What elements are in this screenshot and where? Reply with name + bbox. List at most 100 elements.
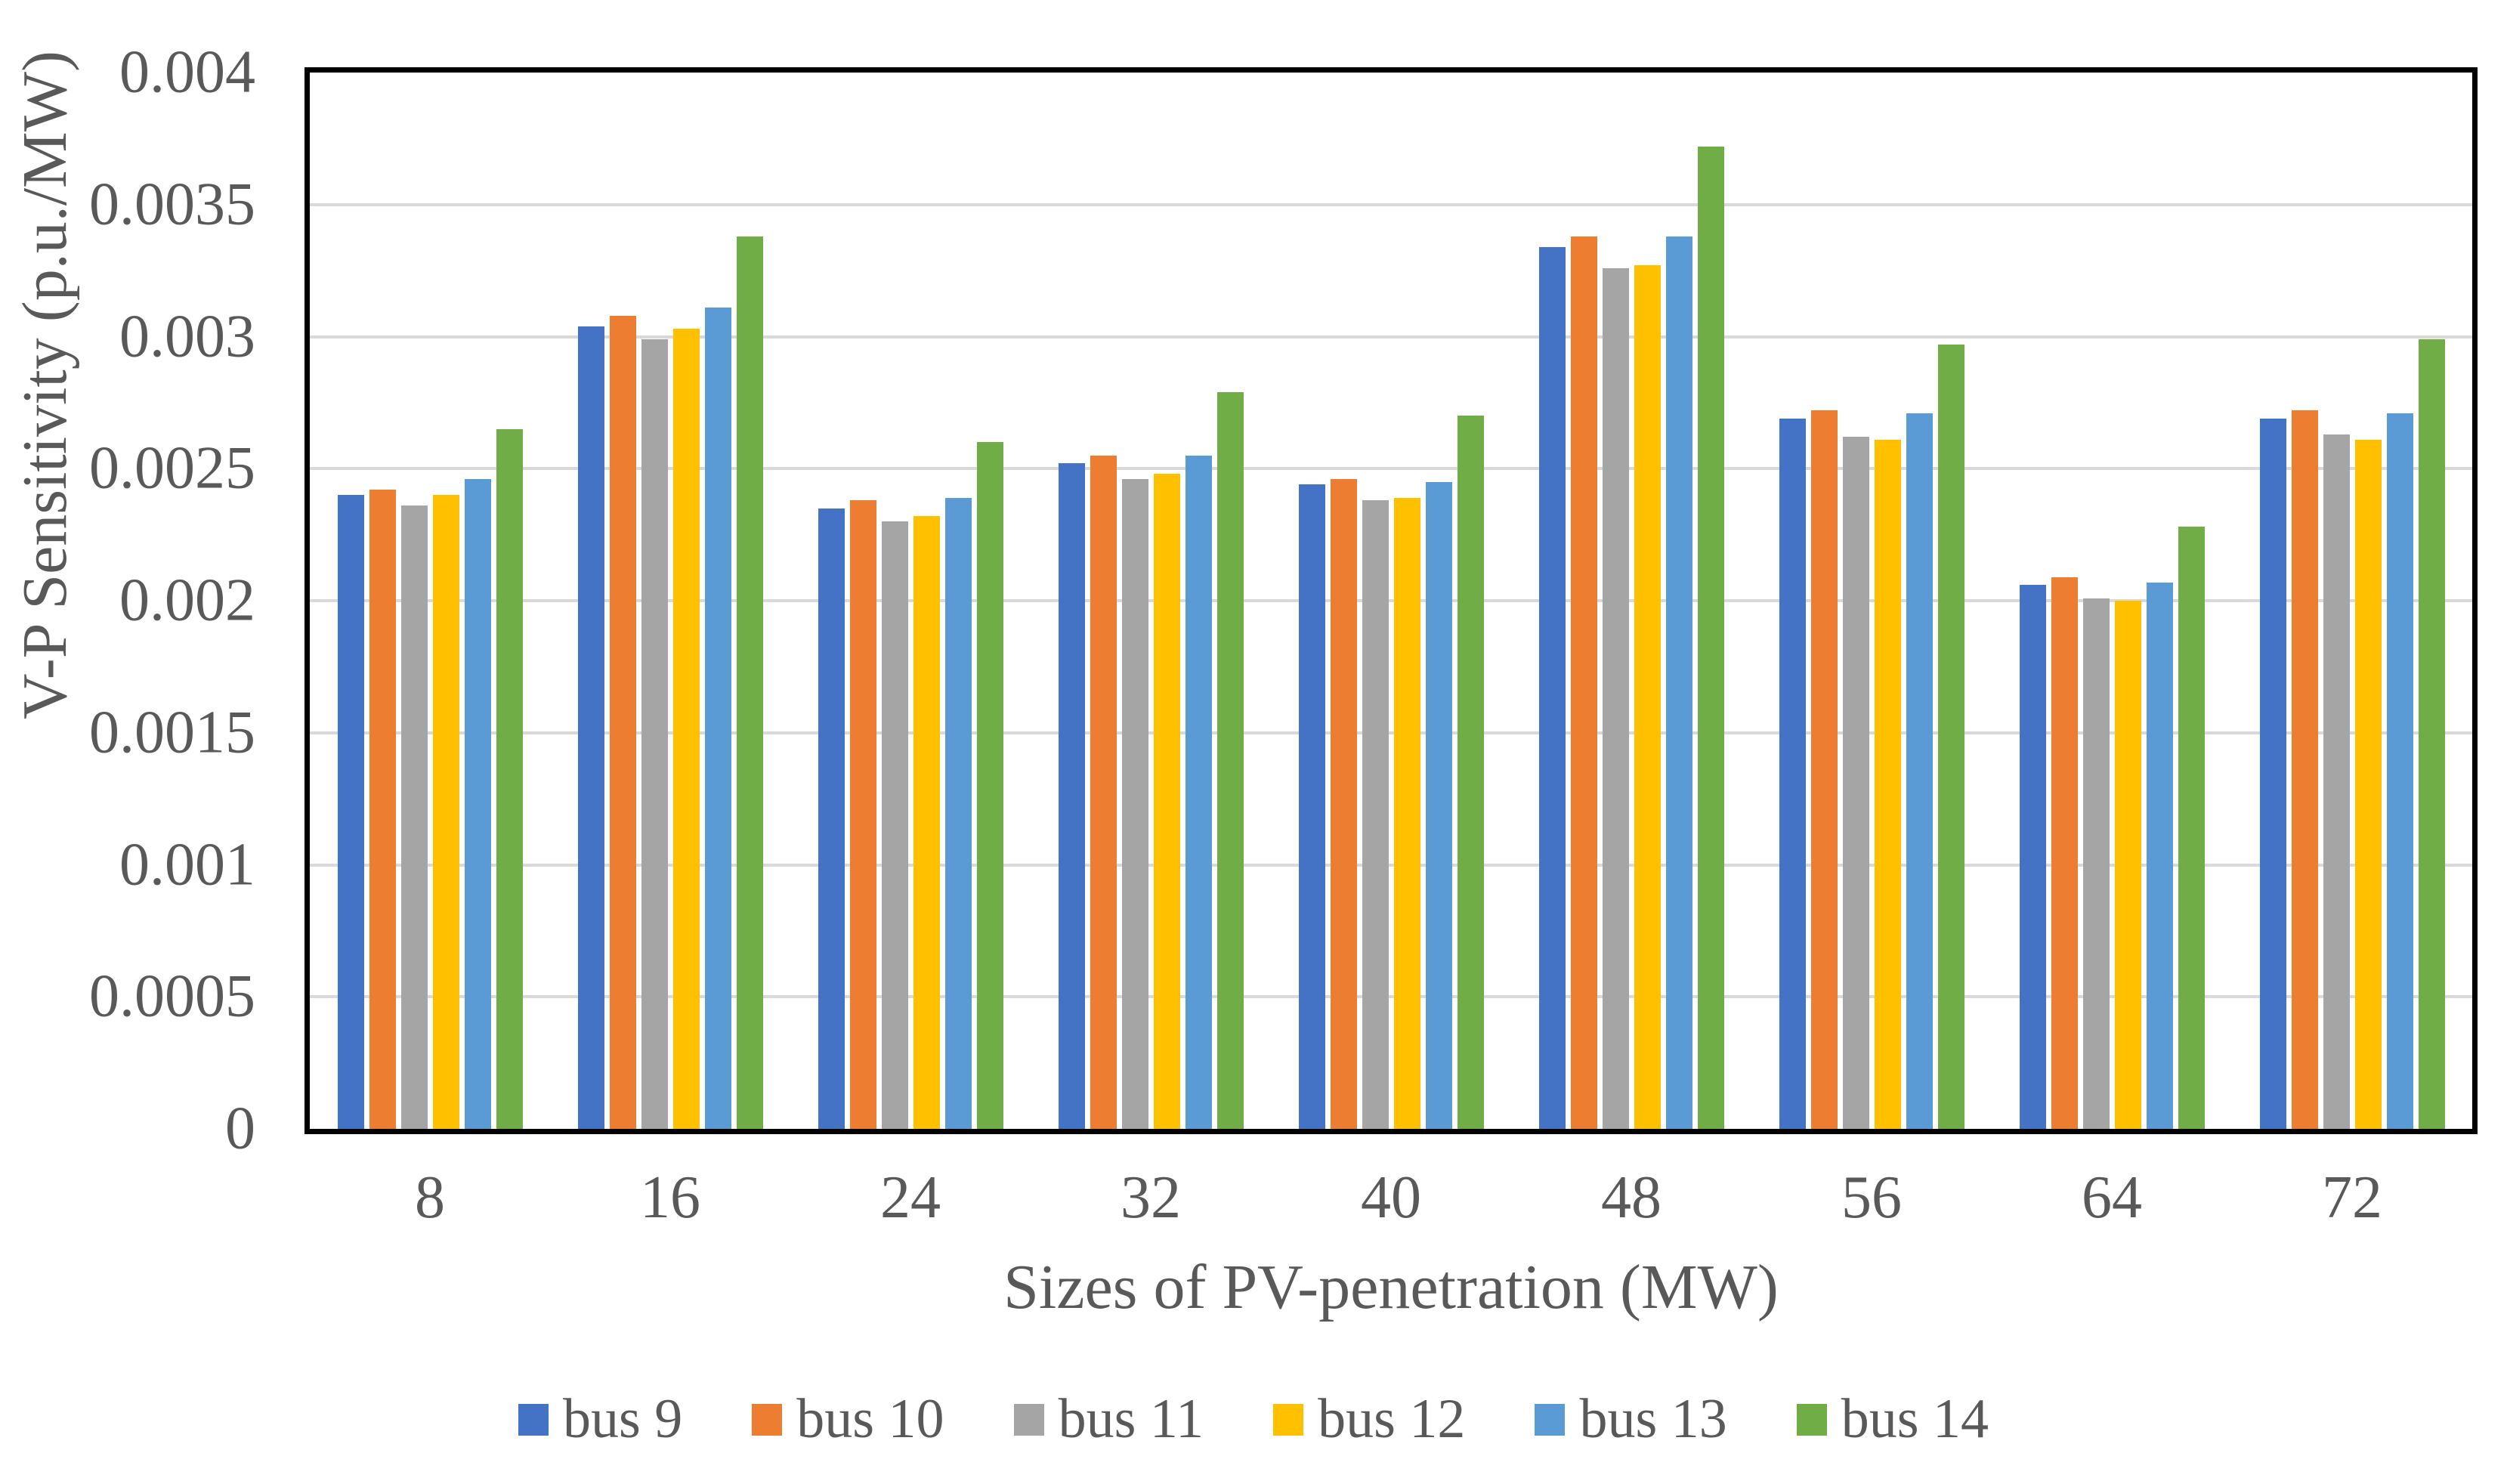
legend-item-bus-10: bus 10 [752,1388,944,1450]
x-axis-tick-label: 48 [1601,1164,1662,1231]
legend-label: bus 13 [1579,1388,1727,1450]
bar-bus-9-x72 [2259,418,2286,1129]
bar-bus-14-x8 [496,428,523,1129]
bar-bus-11-x56 [1842,437,1869,1129]
bar-bus-12-x72 [2354,439,2382,1129]
y-axis-tick-label: 0.0005 [89,963,255,1030]
gridline [310,599,2472,602]
legend-item-bus-13: bus 13 [1535,1388,1727,1450]
y-axis-tick-label: 0.004 [119,39,255,106]
legend: bus 9 bus 10 bus 11 bus 12 bus 13 bus 14 [0,1388,2507,1450]
bar-group-32 [1031,73,1271,1129]
legend-marker-icon [1013,1403,1044,1436]
x-axis-title-box: Sizes of PV-penetration (MW) [310,1251,2472,1324]
legend-marker-icon [1273,1403,1304,1436]
bar-bus-9-x56 [1779,418,1806,1129]
bar-bus-11-x64 [2082,598,2110,1129]
gridline [310,995,2472,999]
bar-bus-9-x48 [1538,246,1566,1129]
x-axis-tick-label: 16 [640,1164,700,1231]
y-axis-tick-label: 0.001 [119,831,255,898]
bar-bus-14-x56 [1937,345,1964,1129]
gridline [310,863,2472,867]
legend-marker-icon [1796,1403,1827,1436]
bar-bus-13-x8 [464,479,491,1129]
bar-bus-12-x8 [432,495,459,1129]
bar-bus-10-x64 [2051,577,2078,1129]
y-axis-tick-labels: 0 0.0005 0.001 0.0015 0.002 0.0025 0.003 0.0035… [0,39,255,1162]
legend-label: bus 9 [562,1388,683,1450]
y-axis-tick-label: 0.0015 [89,699,255,766]
bar-bus-11-x40 [1362,500,1389,1129]
bar-bus-11-x8 [400,505,428,1129]
bar-bus-12-x32 [1153,474,1180,1129]
bar-bus-10-x72 [2291,410,2318,1129]
x-axis-tick-labels: 8 16 24 32 40 48 56 64 72 [310,1164,2472,1232]
gridline [310,467,2472,471]
x-axis-tick-label: 8 [415,1164,445,1231]
bar-bus-14-x32 [1216,391,1244,1129]
bar-bus-13-x16 [704,308,731,1129]
bar-group-72 [2232,73,2472,1129]
y-axis-tick-label: 0.003 [119,303,255,369]
gridline [310,203,2472,206]
gridline [310,731,2472,734]
legend-item-bus-11: bus 11 [1013,1388,1204,1450]
x-axis-tick-label: 32 [1121,1164,1181,1231]
bar-bus-11-x72 [2323,434,2350,1129]
bar-bus-12-x64 [2114,601,2141,1129]
bar-bus-13-x48 [1665,236,1692,1129]
bar-bus-11-x16 [641,339,668,1129]
bar-bus-10-x16 [609,315,636,1129]
bar-bus-11-x32 [1121,479,1148,1129]
legend-label: bus 11 [1058,1388,1204,1450]
gridlines-layer [310,73,2472,1129]
x-axis-tick-label: 64 [2082,1164,2142,1231]
bar-group-8 [310,73,550,1129]
bar-bus-9-x32 [1058,463,1085,1129]
bar-bus-12-x16 [672,329,700,1129]
legend-item-bus-9: bus 9 [518,1388,683,1450]
bar-bus-9-x24 [818,508,845,1129]
bar-bus-9-x16 [577,326,604,1129]
bar-group-56 [1751,73,1992,1129]
bar-bus-9-x40 [1298,484,1325,1129]
x-axis-tick-label: 24 [880,1164,941,1231]
bar-bus-11-x48 [1602,267,1629,1129]
bar-bus-13-x56 [1906,413,1933,1129]
plot-area [304,67,2478,1134]
bar-bus-13-x40 [1425,481,1452,1129]
bar-bus-14-x40 [1457,416,1484,1129]
bar-bus-11-x24 [881,521,908,1129]
bar-bus-12-x40 [1393,497,1420,1129]
legend-item-bus-12: bus 12 [1273,1388,1465,1450]
x-axis-tick-label: 72 [2322,1164,2382,1231]
bar-bus-10-x48 [1570,236,1597,1129]
x-axis-tick-label: 56 [1841,1164,1902,1231]
x-axis-title: Sizes of PV-penetration (MW) [1003,1252,1779,1322]
bar-bus-12-x48 [1634,265,1661,1129]
bar-bus-14-x72 [2418,339,2445,1129]
legend-label: bus 14 [1841,1388,1989,1450]
bar-group-64 [1992,73,2232,1129]
legend-marker-icon [752,1403,783,1436]
bar-bus-12-x24 [913,516,940,1129]
bar-bus-10-x8 [369,490,396,1129]
legend-label: bus 10 [796,1388,944,1450]
bar-bus-13-x24 [944,497,972,1129]
bar-bus-13-x72 [2386,413,2413,1129]
gridline [310,335,2472,339]
bar-bus-13-x64 [2146,582,2173,1129]
bar-group-40 [1271,73,1511,1129]
bar-bus-14-x24 [976,442,1003,1129]
y-axis-tick-label: 0.0035 [89,171,255,238]
bar-bus-10-x40 [1330,479,1357,1129]
y-axis-tick-label: 0 [225,1095,255,1162]
legend-marker-icon [518,1403,549,1436]
y-axis-tick-label: 0.0025 [89,434,255,502]
legend-marker-icon [1535,1403,1566,1436]
x-axis-tick-label: 40 [1361,1164,1421,1231]
bar-bus-10-x56 [1810,410,1838,1129]
y-axis-tick-label: 0.002 [119,567,255,634]
